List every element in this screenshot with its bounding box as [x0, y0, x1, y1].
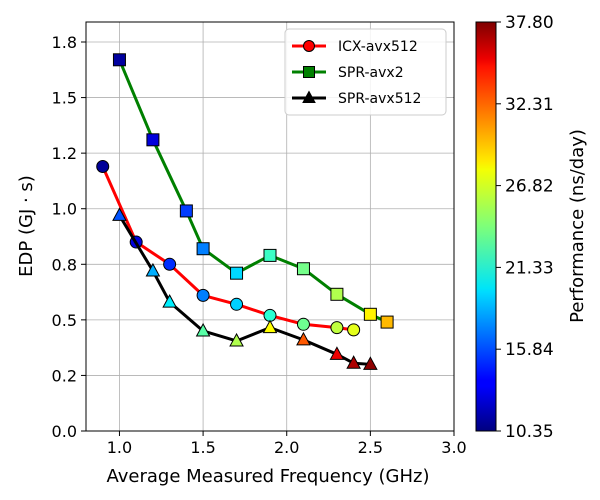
data-point	[363, 356, 378, 370]
series-spr-avx2	[112, 53, 394, 329]
data-point	[195, 322, 211, 337]
data-point	[145, 262, 161, 277]
series-icx-avx512	[96, 159, 361, 337]
y-axis-title: EDP (GJ · s)	[16, 175, 37, 277]
x-tick-label: 1.0	[107, 438, 132, 457]
plot-border	[85, 21, 455, 432]
y-tick-label: 1.8	[52, 33, 77, 52]
colorbar-label: Performance (ns/day)	[567, 129, 588, 323]
y-tick-label: 0.2	[52, 366, 77, 385]
colorbar-tick-label: 21.33	[505, 258, 554, 278]
data-point	[196, 288, 210, 302]
data-point	[296, 317, 310, 331]
x-axis-title: Average Measured Frequency (GHz)	[107, 466, 430, 487]
colorbar-tick-label: 10.35	[505, 422, 554, 442]
data-point	[296, 331, 311, 346]
legend-item: SPR-avx2	[292, 65, 404, 81]
colorbar-tick-label: 37.80	[505, 13, 554, 33]
x-axis: 1.0 1.5 2.0 2.5 3.0	[107, 431, 467, 457]
data-point	[146, 133, 160, 147]
legend-item: ICX-avx512	[292, 39, 418, 55]
data-point	[329, 346, 345, 360]
data-point	[330, 287, 344, 301]
legend-box	[284, 28, 447, 116]
data-point	[163, 257, 177, 271]
data-point	[380, 315, 394, 329]
data-point	[262, 319, 278, 334]
x-tick-label: 2.0	[274, 438, 299, 457]
data-point	[363, 307, 377, 321]
series-line	[118, 59, 388, 324]
legend-marker	[303, 40, 315, 52]
legend-marker	[302, 90, 316, 103]
data-point	[230, 266, 244, 280]
colorbar-tick-label: 15.84	[505, 340, 554, 360]
data-point	[230, 297, 244, 311]
data-point	[263, 248, 277, 262]
series-line	[118, 214, 371, 366]
x-tick-label: 1.5	[190, 438, 215, 457]
y-tick-label: 1.2	[52, 144, 77, 163]
series-group	[96, 53, 394, 370]
y-tick-label: 0.5	[52, 311, 77, 330]
data-point	[196, 242, 210, 256]
data-point	[162, 294, 177, 308]
data-point	[347, 323, 361, 337]
colorbar-tick-label: 32.31	[505, 95, 554, 115]
data-point	[179, 204, 193, 218]
legend-marker	[303, 66, 315, 78]
y-tick-label: 1.0	[52, 200, 77, 219]
colorbar-tick-label: 26.82	[505, 177, 554, 197]
legend-label: ICX-avx512	[338, 39, 418, 55]
series-spr-avx512	[112, 207, 378, 370]
y-tick-label: 0.8	[52, 255, 77, 274]
x-tick-label: 3.0	[441, 438, 466, 457]
colorbar: 10.35 15.84 21.33 26.82 32.31 37.80 Performan…	[475, 13, 588, 442]
legend-label: SPR-avx512	[338, 91, 421, 107]
legend: ICX-avx512 SPR-avx2 SPR-avx512	[284, 28, 447, 116]
data-point	[112, 207, 127, 221]
legend-item: SPR-avx512	[292, 90, 421, 107]
y-tick-label: 1.5	[52, 89, 77, 108]
data-point	[346, 355, 361, 369]
data-point	[229, 332, 244, 347]
data-point	[296, 262, 310, 276]
data-point	[96, 159, 110, 173]
data-point	[330, 321, 344, 335]
legend-label: SPR-avx2	[338, 65, 404, 81]
y-tick-label: 0.0	[52, 422, 77, 441]
y-axis: 0.0 0.2 0.5 0.8 1.0 1.2 1.5 1.8	[52, 33, 86, 441]
colorbar-gradient	[475, 21, 497, 432]
x-tick-label: 2.5	[358, 438, 383, 457]
data-point	[112, 53, 126, 67]
